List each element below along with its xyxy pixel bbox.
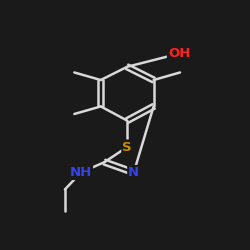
Text: N: N [128, 166, 139, 179]
Text: OH: OH [168, 47, 190, 60]
Text: S: S [122, 140, 132, 153]
Text: NH: NH [70, 166, 92, 179]
